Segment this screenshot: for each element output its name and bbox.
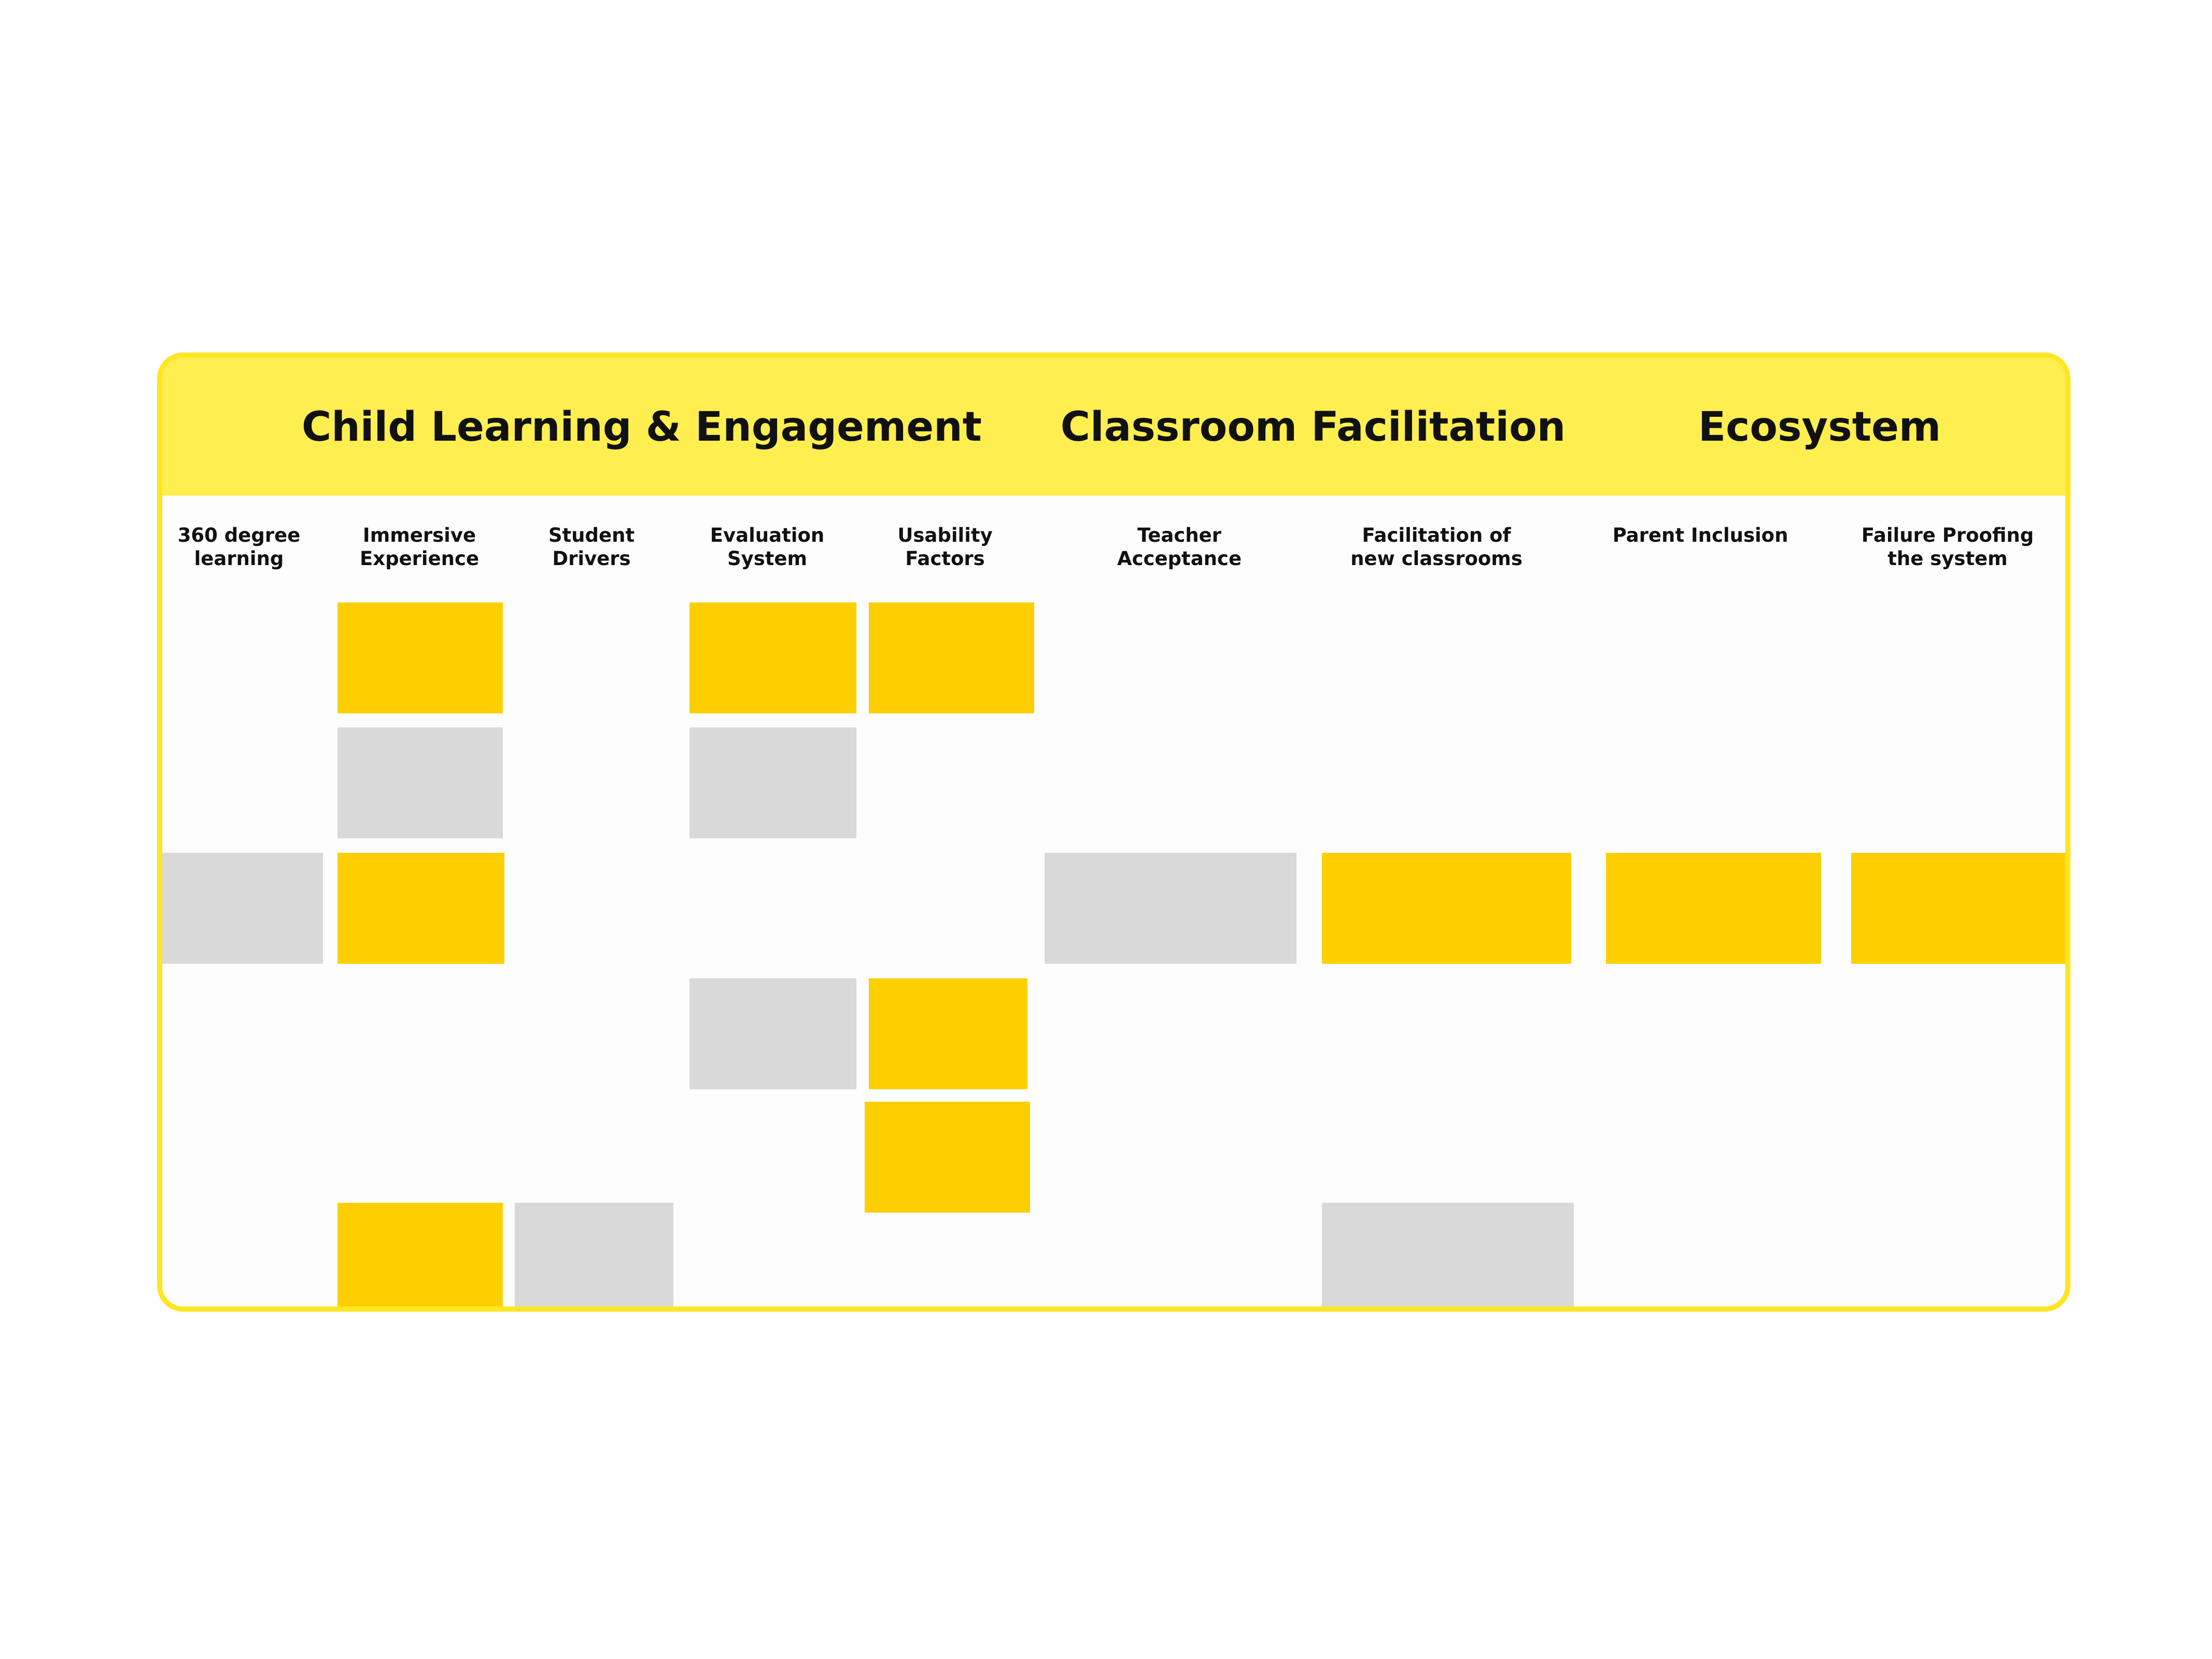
sticky-note[interactable] bbox=[689, 602, 856, 713]
column-evaluation-system: Evaluation System bbox=[710, 524, 825, 570]
category-classroom-facilitation: Classroom Facilitation bbox=[1060, 404, 1566, 451]
column-immersive-experience: Immersive Experience bbox=[359, 524, 480, 570]
column-failure-proofing-the-system: Failure Proofing the system bbox=[1861, 524, 2034, 570]
sticky-note[interactable] bbox=[1322, 853, 1571, 964]
column-parent-inclusion: Parent Inclusion bbox=[1612, 524, 1788, 546]
sticky-note[interactable] bbox=[337, 1203, 503, 1306]
category-ecosystem: Ecosystem bbox=[1698, 404, 1941, 451]
column-facilitation-of-new-classrooms: Facilitation of new classrooms bbox=[1350, 524, 1523, 570]
category-header-band bbox=[162, 358, 2065, 496]
category-child-learning-engagement: Child Learning & Engagement bbox=[302, 404, 982, 451]
sticky-note[interactable] bbox=[337, 602, 503, 713]
sticky-note[interactable] bbox=[869, 978, 1027, 1089]
sticky-note[interactable] bbox=[162, 853, 323, 964]
sticky-note[interactable] bbox=[337, 853, 504, 964]
sticky-note[interactable] bbox=[1606, 853, 1821, 964]
sticky-note[interactable] bbox=[1045, 853, 1297, 964]
column-usability-factors: Usability Factors bbox=[897, 524, 993, 570]
column-student-drivers: Student Drivers bbox=[548, 524, 635, 570]
sticky-note[interactable] bbox=[515, 1203, 673, 1306]
column-360-degree-learning: 360 degree learning bbox=[177, 524, 301, 570]
sticky-note[interactable] bbox=[869, 602, 1034, 713]
sticky-note[interactable] bbox=[689, 727, 856, 838]
column-teacher-acceptance: Teacher Acceptance bbox=[1117, 524, 1242, 570]
sticky-note[interactable] bbox=[337, 727, 503, 838]
sticky-note[interactable] bbox=[1851, 853, 2065, 964]
sticky-note[interactable] bbox=[689, 978, 856, 1089]
sticky-note[interactable] bbox=[1322, 1203, 1574, 1306]
affinity-board: Child Learning & Engagement Classroom Fa… bbox=[157, 353, 2070, 1312]
sticky-note[interactable] bbox=[865, 1102, 1030, 1213]
